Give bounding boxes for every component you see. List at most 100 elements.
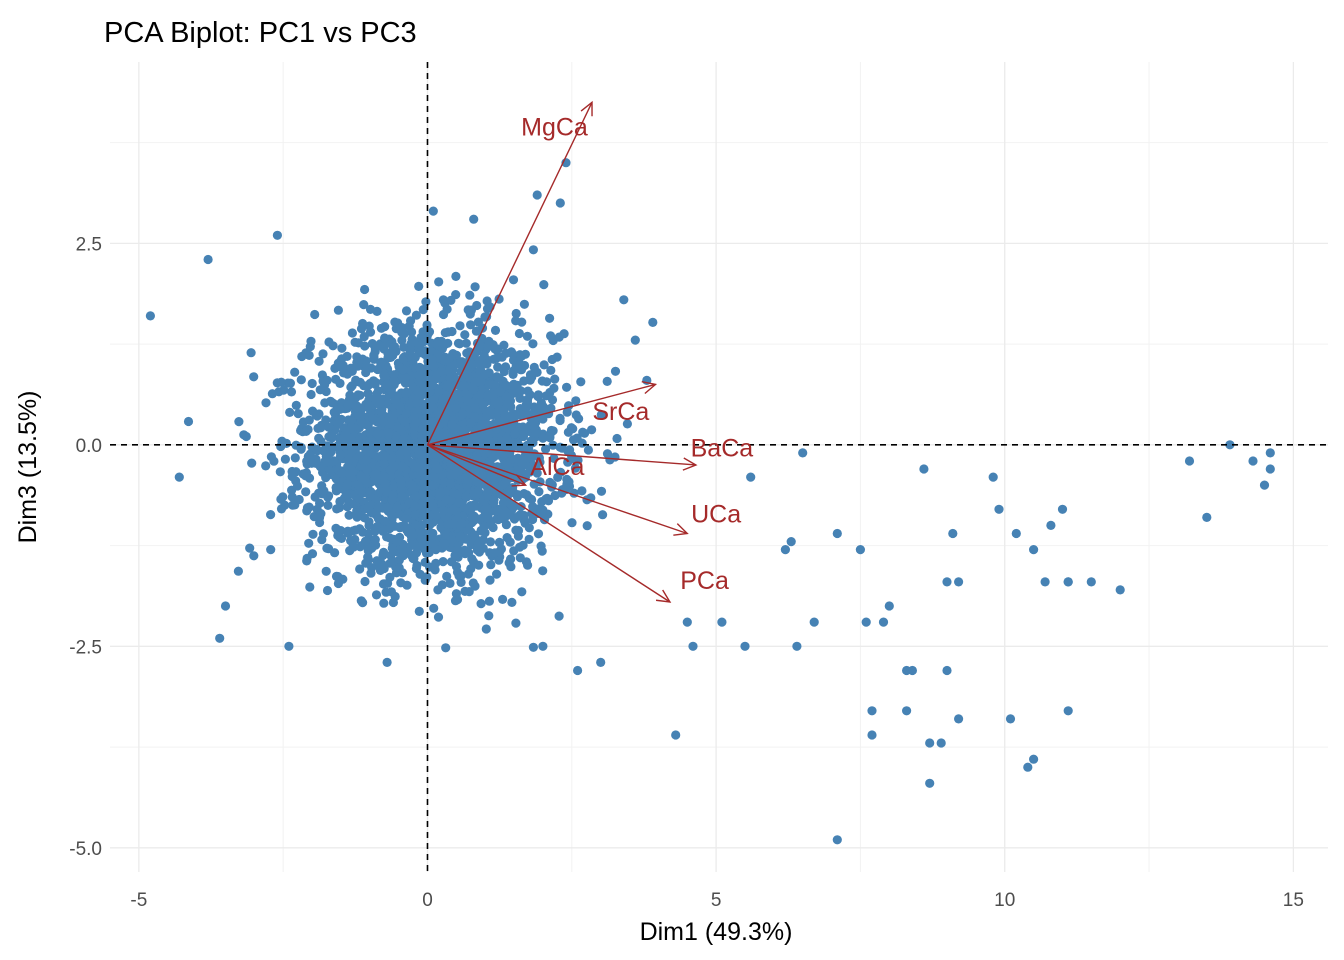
score-point bbox=[266, 545, 276, 555]
score-point bbox=[485, 537, 496, 547]
score-point bbox=[583, 445, 594, 455]
score-point bbox=[498, 594, 508, 605]
arrowhead-uca bbox=[673, 523, 689, 536]
score-point bbox=[350, 525, 360, 535]
score-point bbox=[220, 601, 231, 611]
score-point bbox=[292, 481, 303, 491]
score-point bbox=[532, 367, 542, 377]
score-point bbox=[936, 738, 946, 748]
score-point bbox=[446, 470, 456, 480]
score-point bbox=[528, 514, 538, 525]
score-point bbox=[390, 317, 400, 327]
score-point bbox=[355, 451, 365, 461]
score-point bbox=[360, 576, 370, 587]
score-point bbox=[482, 312, 492, 322]
score-point bbox=[460, 330, 470, 340]
score-point bbox=[341, 426, 352, 436]
score-point bbox=[571, 396, 581, 406]
score-point bbox=[306, 389, 316, 400]
score-point bbox=[476, 599, 486, 609]
score-point bbox=[1225, 440, 1235, 450]
score-point bbox=[511, 618, 521, 628]
score-point bbox=[445, 479, 456, 489]
score-point bbox=[441, 643, 451, 653]
score-point bbox=[539, 360, 549, 370]
score-point bbox=[375, 398, 385, 408]
score-point bbox=[266, 509, 276, 520]
score-point bbox=[433, 585, 443, 595]
score-point bbox=[354, 494, 364, 504]
score-point bbox=[383, 428, 394, 438]
score-point bbox=[350, 337, 360, 347]
score-point bbox=[407, 480, 417, 490]
score-point bbox=[528, 642, 539, 652]
score-point bbox=[431, 558, 441, 568]
score-point bbox=[510, 429, 520, 439]
reference-lines bbox=[110, 62, 1328, 872]
score-point bbox=[433, 407, 443, 417]
score-point bbox=[272, 230, 282, 240]
score-point bbox=[380, 333, 390, 343]
score-point bbox=[406, 550, 416, 561]
score-point bbox=[296, 444, 306, 454]
score-point bbox=[476, 376, 486, 386]
score-point bbox=[441, 495, 451, 505]
score-point bbox=[334, 503, 345, 513]
score-point bbox=[431, 545, 441, 555]
score-point bbox=[349, 542, 359, 552]
score-point bbox=[451, 403, 461, 413]
score-point bbox=[301, 426, 311, 436]
score-point bbox=[476, 390, 486, 400]
score-point bbox=[489, 395, 499, 406]
score-point bbox=[555, 198, 565, 208]
score-point bbox=[203, 254, 213, 265]
score-point bbox=[472, 300, 482, 311]
score-point bbox=[234, 417, 244, 427]
score-point bbox=[587, 425, 597, 435]
score-point bbox=[520, 349, 531, 359]
score-point bbox=[400, 514, 411, 524]
score-point bbox=[261, 461, 271, 471]
score-point bbox=[461, 338, 471, 348]
score-point bbox=[401, 447, 411, 457]
score-point bbox=[415, 362, 425, 372]
score-point bbox=[285, 407, 295, 417]
score-point bbox=[461, 388, 471, 398]
score-point bbox=[433, 464, 443, 474]
score-point bbox=[372, 556, 382, 566]
arrow-pca bbox=[427, 444, 671, 603]
score-point bbox=[400, 439, 410, 449]
score-point bbox=[324, 544, 334, 554]
score-point bbox=[630, 335, 640, 345]
score-point bbox=[451, 290, 461, 300]
score-point bbox=[414, 606, 424, 617]
score-point bbox=[532, 190, 542, 200]
score-point bbox=[360, 536, 371, 546]
score-point bbox=[567, 518, 577, 528]
score-point bbox=[363, 388, 373, 398]
score-point bbox=[466, 503, 476, 513]
score-point bbox=[554, 332, 564, 342]
score-point bbox=[557, 443, 567, 453]
score-point bbox=[445, 578, 455, 589]
score-point bbox=[948, 528, 958, 539]
score-point bbox=[355, 355, 365, 365]
score-point bbox=[451, 271, 461, 281]
score-point bbox=[867, 706, 877, 716]
score-point bbox=[480, 369, 490, 379]
score-point bbox=[382, 657, 392, 668]
label-uca: UCa bbox=[691, 500, 741, 528]
score-point bbox=[362, 455, 372, 465]
score-point bbox=[389, 370, 399, 380]
score-point bbox=[343, 400, 353, 410]
score-point bbox=[577, 486, 587, 496]
score-point bbox=[364, 401, 374, 411]
score-point bbox=[484, 410, 494, 421]
score-point bbox=[307, 458, 317, 468]
score-point bbox=[319, 486, 329, 496]
score-point bbox=[304, 473, 315, 483]
score-point bbox=[412, 542, 422, 552]
score-point bbox=[436, 366, 446, 377]
score-point bbox=[648, 317, 658, 327]
